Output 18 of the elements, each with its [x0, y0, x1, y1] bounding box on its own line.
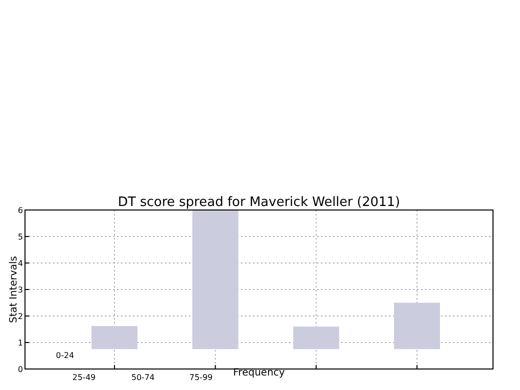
bar [293, 326, 340, 350]
y-tick-label: 3 [18, 285, 23, 294]
y-tick-label: 0 [18, 364, 23, 374]
y-tick-label: 2 [18, 312, 23, 321]
text: 50-74 [131, 373, 155, 382]
y-axis-title: Stat Intervals [8, 256, 20, 324]
text: 25-49 [72, 373, 96, 382]
x-axis-title: Frequency [233, 368, 285, 378]
y-tick-label: 1 [18, 338, 23, 348]
y-tick-label: 4 [18, 258, 23, 268]
y-tick-label: 6 [18, 206, 23, 215]
y-tick-label: 5 [18, 232, 23, 242]
chart-title: DT score spread for Maverick Weller (2011) [118, 195, 400, 210]
text: 75-99 [189, 373, 213, 382]
bar [394, 302, 440, 350]
annotation: 0-24 [56, 351, 74, 360]
bar [192, 210, 238, 350]
bar [92, 326, 138, 350]
